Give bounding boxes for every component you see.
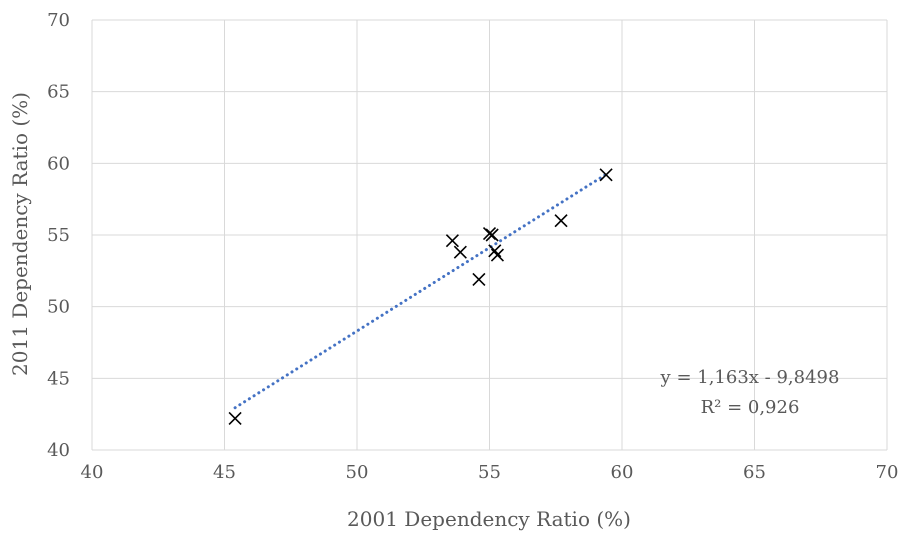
data-point [472, 272, 486, 286]
trendline-equation: y = 1,163x - 9,8498 [660, 367, 840, 388]
x-axis-title: 2001 Dependency Ratio (%) [347, 507, 631, 531]
tick-labels: 40 45 50 55 60 65 70 40 45 50 55 60 65 70 [47, 10, 898, 483]
data-points [228, 168, 613, 426]
trendline [233, 172, 608, 410]
y-tick-label: 55 [47, 225, 70, 246]
data-point [482, 227, 497, 241]
y-tick-label: 65 [47, 82, 70, 103]
y-tick-label: 50 [47, 297, 70, 318]
data-point [453, 245, 467, 259]
data-point [490, 248, 505, 262]
data-point [599, 168, 613, 182]
y-tick-label: 70 [47, 10, 70, 31]
data-point [445, 234, 459, 248]
trendline-group [233, 172, 608, 410]
x-tick-label: 45 [213, 462, 236, 483]
y-axis-title: 2011 Dependency Ratio (%) [8, 92, 32, 376]
x-tick-label: 50 [346, 462, 369, 483]
x-tick-label: 55 [478, 462, 501, 483]
x-tick-label: 65 [743, 462, 766, 483]
x-tick-label: 40 [81, 462, 104, 483]
gridlines [91, 19, 888, 451]
y-tick-label: 40 [47, 440, 70, 461]
x-tick-label: 70 [876, 462, 899, 483]
data-point [488, 244, 502, 258]
data-point [228, 411, 242, 426]
data-point [554, 214, 568, 228]
x-tick-label: 60 [611, 462, 634, 483]
trendline-r-squared: R² = 0,926 [701, 397, 800, 418]
data-point [485, 228, 499, 242]
y-tick-label: 45 [47, 368, 70, 389]
y-tick-label: 60 [47, 153, 70, 174]
